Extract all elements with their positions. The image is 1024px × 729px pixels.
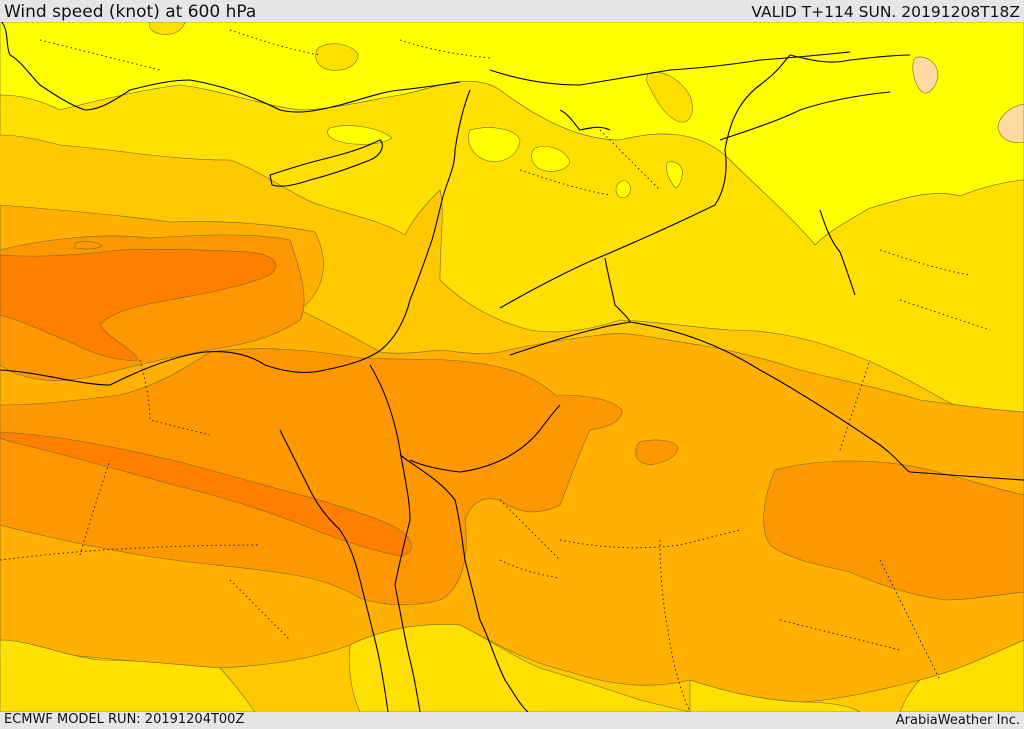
band-south-yellow-3	[689, 679, 861, 712]
credit-label: ArabiaWeather Inc.	[895, 713, 1020, 728]
wind-speed-map	[0, 22, 1024, 712]
band-south-yellow-2	[349, 624, 691, 712]
patch-yellow-5	[615, 180, 631, 198]
patch-gold-3	[149, 22, 186, 35]
patch-deep-orange-5	[74, 241, 103, 250]
band-max-1	[0, 248, 276, 361]
patch-peach-2	[997, 103, 1024, 143]
band-max-2	[0, 431, 412, 557]
patch-yellow-2	[531, 146, 571, 172]
dotted-borders	[0, 29, 991, 712]
valid-time: VALID T+114 SUN. 20191208T18Z	[751, 3, 1020, 21]
patch-deep-orange-4	[635, 439, 679, 465]
patch-yellow-4	[666, 161, 683, 188]
footer-bar: ECMWF MODEL RUN: 20191204T00Z ArabiaWeat…	[0, 712, 1024, 729]
header-bar: Wind speed (knot) at 600 hPa VALID T+114…	[0, 0, 1024, 22]
map-title: Wind speed (knot) at 600 hPa	[4, 2, 257, 22]
band-deep-orange-3	[763, 460, 1024, 601]
patch-gold-1	[315, 43, 359, 71]
band-south-yellow-1	[0, 639, 256, 712]
model-run-label: ECMWF MODEL RUN: 20191204T00Z	[4, 712, 245, 727]
patch-gold-2	[646, 72, 693, 123]
coastlines	[0, 22, 1024, 712]
map-canvas	[0, 22, 1024, 712]
patch-peach-1	[912, 56, 939, 94]
patch-yellow-3	[327, 125, 393, 145]
patch-yellow-1	[468, 127, 521, 162]
